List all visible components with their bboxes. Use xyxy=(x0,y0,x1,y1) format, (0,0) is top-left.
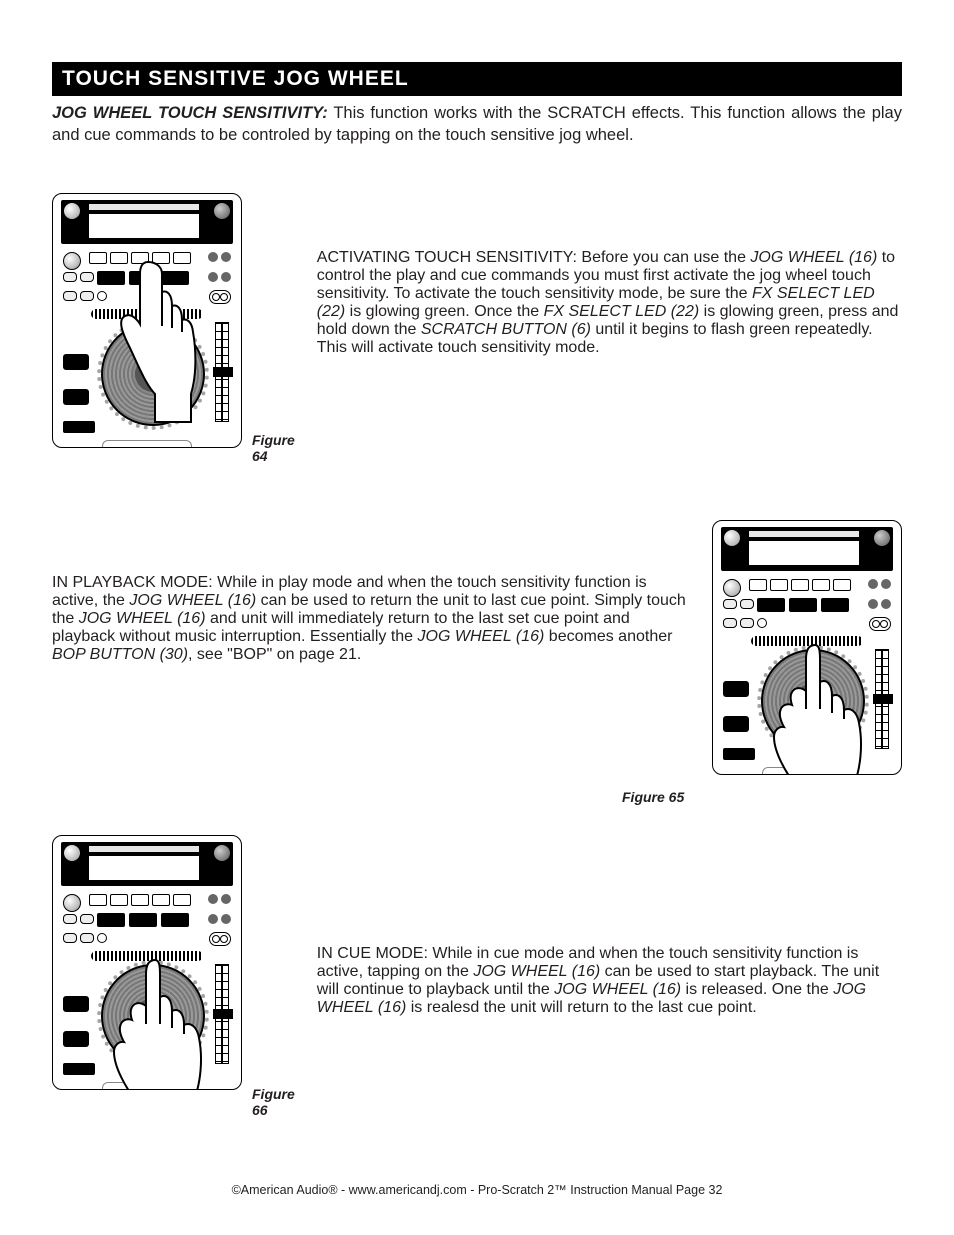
section3-lead: IN CUE MODE: xyxy=(317,945,428,962)
section-header: TOUCH SENSITIVE JOG WHEEL xyxy=(52,62,902,96)
section1-text: ACTIVATING TOUCH SENSITIVITY: Before you… xyxy=(317,249,902,357)
ref-jog-wheel: JOG WHEEL (16) xyxy=(79,610,206,627)
figure-64-column: Figure 64 xyxy=(52,193,295,464)
ref-bop-button: BOP BUTTON (30) xyxy=(52,646,188,663)
intro-lead: JOG WHEEL TOUCH SENSITIVITY: xyxy=(52,104,328,122)
device-illustration-65 xyxy=(712,520,902,775)
intro-paragraph: JOG WHEEL TOUCH SENSITIVITY: This functi… xyxy=(52,102,902,147)
ref-jog-wheel: JOG WHEEL (16) xyxy=(418,628,545,645)
ref-jog-wheel: JOG WHEEL (16) xyxy=(129,592,256,609)
section2-lead: IN PLAYBACK MODE: xyxy=(52,574,213,591)
section-activating: Figure 64 ACTIVATING TOUCH SENSITIVITY: … xyxy=(52,193,902,464)
figure-65-caption: Figure 65 xyxy=(622,789,684,805)
section-playback: IN PLAYBACK MODE: While in play mode and… xyxy=(52,520,902,805)
ref-jog-wheel: JOG WHEEL (16) xyxy=(554,981,681,998)
section2-text: IN PLAYBACK MODE: While in play mode and… xyxy=(52,574,690,664)
figure-66-column: Figure 66 xyxy=(52,835,295,1118)
device-illustration-66 xyxy=(52,835,242,1090)
figure-66-caption: Figure 66 xyxy=(252,1086,295,1118)
ref-jog-wheel: JOG WHEEL (16) xyxy=(473,963,600,980)
figure-64-caption: Figure 64 xyxy=(252,432,295,464)
ref-fx-select-led: FX SELECT LED (22) xyxy=(544,303,700,320)
section-cue: Figure 66 IN CUE MODE: While in cue mode… xyxy=(52,835,902,1118)
section1-lead: ACTIVATING TOUCH SENSITIVITY: xyxy=(317,249,577,266)
page-footer: ©American Audio® - www.americandj.com - … xyxy=(0,1183,954,1197)
section3-text: IN CUE MODE: While in cue mode and when … xyxy=(317,945,902,1017)
figure-65-column: Figure 65 xyxy=(712,520,902,805)
ref-scratch-button: SCRATCH BUTTON (6) xyxy=(421,321,591,338)
device-illustration-64 xyxy=(52,193,242,448)
ref-jog-wheel: JOG WHEEL (16) xyxy=(750,249,877,266)
